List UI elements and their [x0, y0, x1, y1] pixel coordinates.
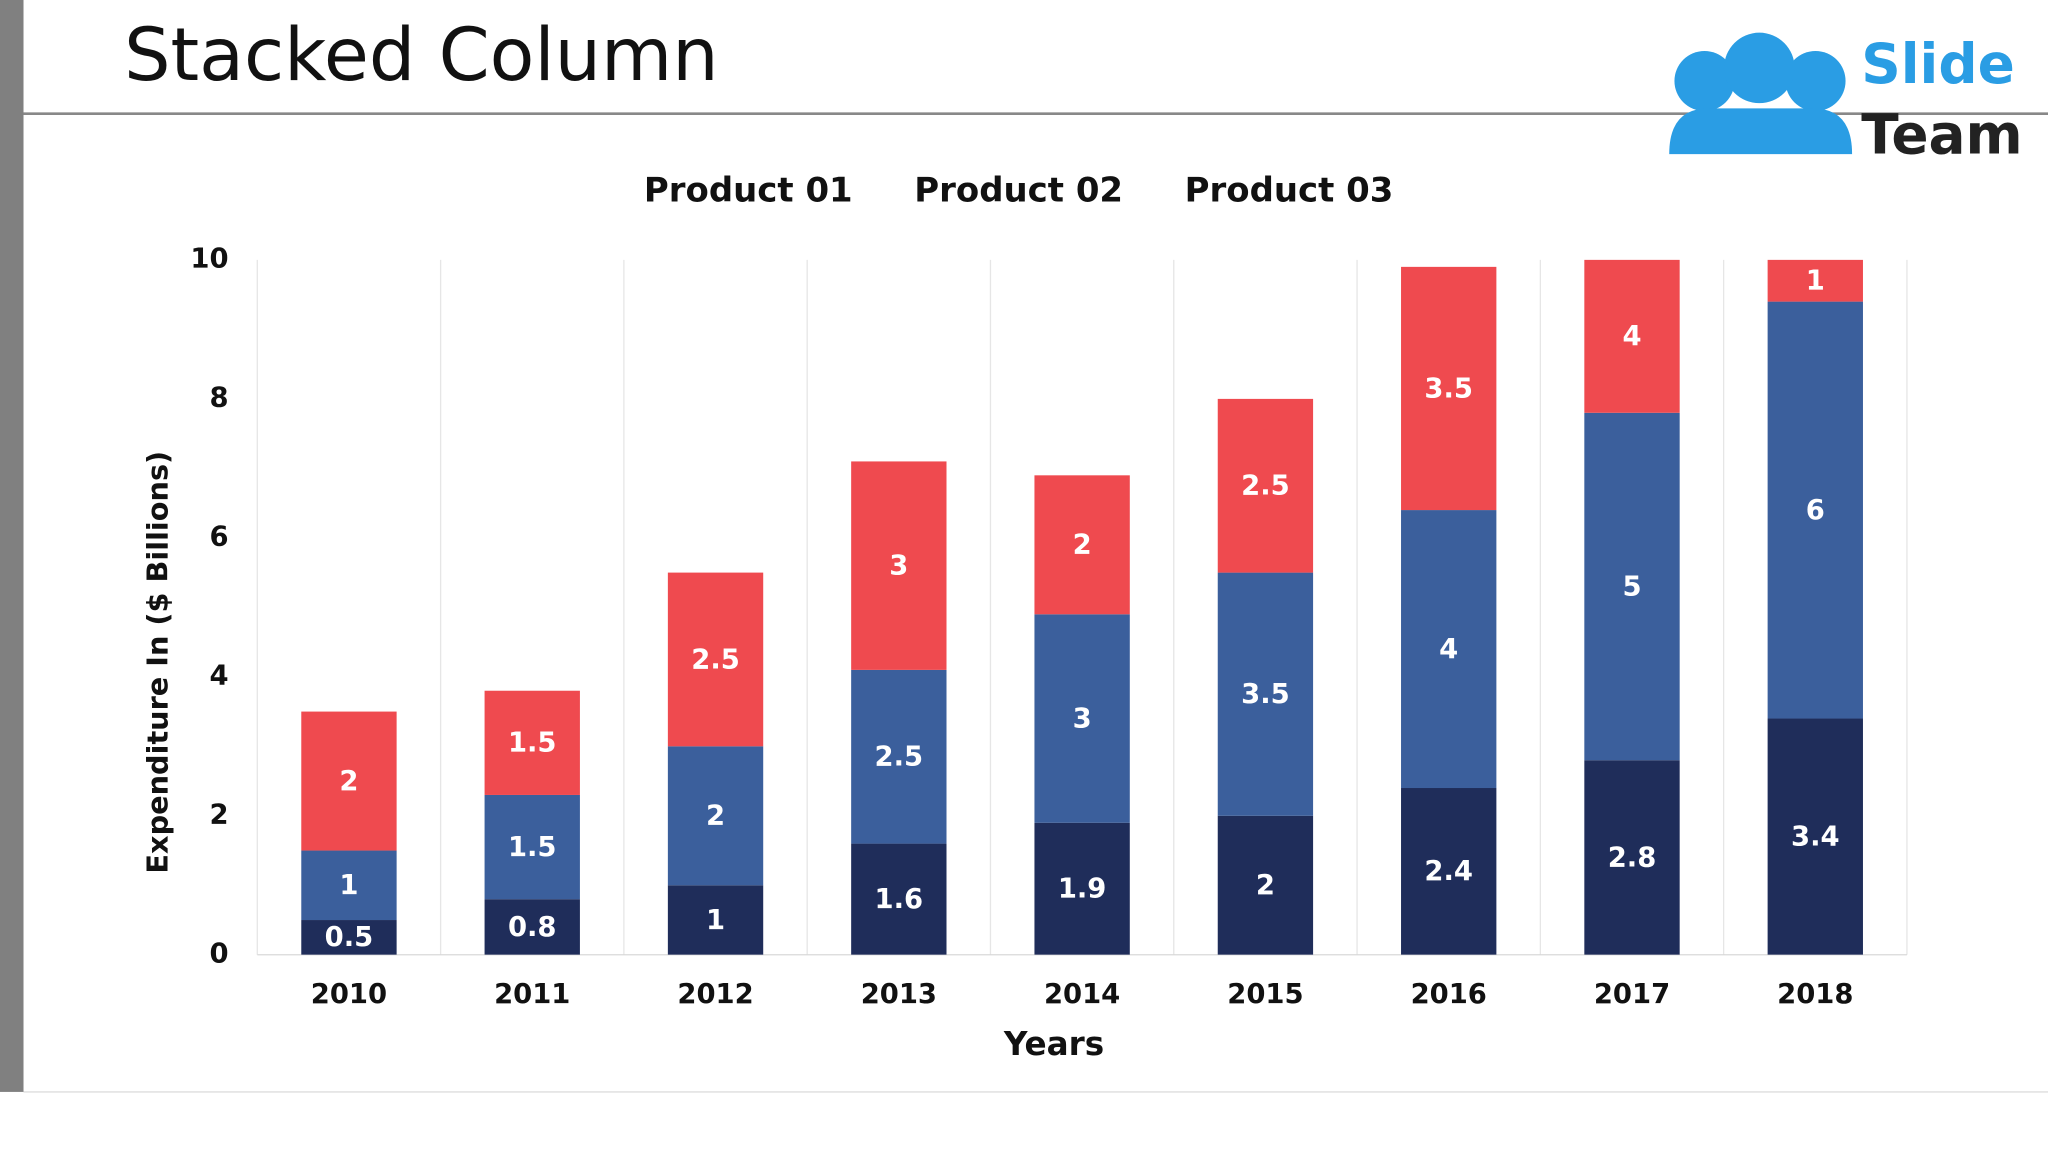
bar-segment — [1034, 822, 1130, 955]
bars — [301, 259, 1863, 955]
value-label: 2 — [1073, 530, 1092, 561]
y-axis-label: Expenditure In ($ Billions) — [140, 451, 174, 874]
bar-segment — [1767, 301, 1863, 719]
y-tick-label: 8 — [209, 382, 228, 413]
value-label: 2 — [706, 801, 725, 832]
value-label: 2 — [1256, 870, 1275, 901]
logo-text: Slide — [1861, 32, 2015, 96]
value-label: 3 — [889, 550, 908, 581]
y-tick-label: 4 — [209, 660, 228, 691]
bar-segment — [1401, 510, 1497, 789]
legend-entry: Product 03 — [1185, 171, 1394, 211]
value-label: 1 — [706, 905, 725, 936]
y-tick-label: 6 — [209, 521, 228, 552]
bar-segment — [851, 461, 947, 670]
value-label: 2.5 — [1241, 471, 1290, 502]
value-label: 1 — [1806, 266, 1825, 297]
y-tick-label: 0 — [209, 938, 228, 969]
value-label: 6 — [1806, 495, 1825, 526]
bar-segment — [667, 746, 764, 886]
x-tick-label: 2018 — [1777, 979, 1853, 1010]
slide-title: Stacked Column — [124, 13, 719, 98]
x-tick-label: 2013 — [861, 979, 937, 1010]
value-label: 2.5 — [691, 644, 740, 675]
logo: Slide Team — [1669, 32, 2023, 167]
legend-entry: Product 02 — [914, 171, 1123, 211]
value-label: 1.5 — [508, 728, 557, 759]
logo-text: Team — [1861, 103, 2022, 167]
bar-segment — [1217, 815, 1314, 955]
value-label: 2 — [339, 766, 358, 797]
bar-segment — [851, 843, 947, 955]
side-bar — [0, 0, 24, 1092]
bar-segment — [484, 899, 580, 955]
value-label: 3.5 — [1424, 373, 1473, 404]
value-label: 0.8 — [508, 912, 557, 943]
value-label: 4 — [1439, 634, 1458, 665]
bar-segment — [1217, 398, 1314, 573]
bar-segment — [1401, 266, 1497, 511]
x-tick-label: 2011 — [494, 979, 570, 1010]
x-tick-label: 2012 — [677, 979, 753, 1010]
bar-segment — [1584, 760, 1680, 955]
y-tick-label: 10 — [190, 243, 228, 274]
value-label: 0.5 — [325, 922, 374, 953]
x-tick-label: 2017 — [1594, 979, 1670, 1010]
y-tick-label: 2 — [209, 799, 228, 830]
bar-segment — [1767, 718, 1863, 955]
bar-segment — [1767, 259, 1863, 302]
bar-segment — [1401, 788, 1497, 955]
bar-segment — [1034, 614, 1130, 823]
value-label: 1.6 — [875, 884, 924, 915]
value-label: 3 — [1073, 703, 1092, 734]
bar-segment — [1217, 572, 1314, 816]
value-label: 3.4 — [1791, 821, 1840, 852]
bar-segment — [484, 690, 580, 795]
x-tick-label: 2016 — [1411, 979, 1487, 1010]
value-label: 1.9 — [1058, 874, 1107, 905]
legend-entry: Product 01 — [644, 171, 853, 211]
bar-segment — [667, 572, 764, 747]
value-label: 1 — [339, 870, 358, 901]
value-label: 4 — [1622, 321, 1641, 352]
value-label: 1.5 — [508, 832, 557, 863]
x-axis-label: Years — [1003, 1025, 1104, 1063]
bar-segment — [851, 669, 947, 844]
bar-segment — [667, 885, 764, 955]
bar-segment — [301, 920, 397, 955]
bar-segment — [301, 711, 397, 851]
bar-segment — [1034, 475, 1130, 615]
value-label: 2.5 — [875, 742, 924, 773]
bar-segment — [1584, 259, 1680, 413]
bar-segment — [1584, 412, 1680, 761]
value-label: 5 — [1622, 571, 1641, 602]
bar-segment — [484, 794, 580, 900]
value-label: 3.5 — [1241, 679, 1290, 710]
x-tick-label: 2010 — [311, 979, 387, 1010]
value-label: 2.4 — [1424, 856, 1473, 887]
value-label: 2.8 — [1608, 842, 1657, 873]
bar-segment — [301, 850, 397, 921]
x-tick-label: 2014 — [1044, 979, 1120, 1010]
x-tick-label: 2015 — [1227, 979, 1303, 1010]
